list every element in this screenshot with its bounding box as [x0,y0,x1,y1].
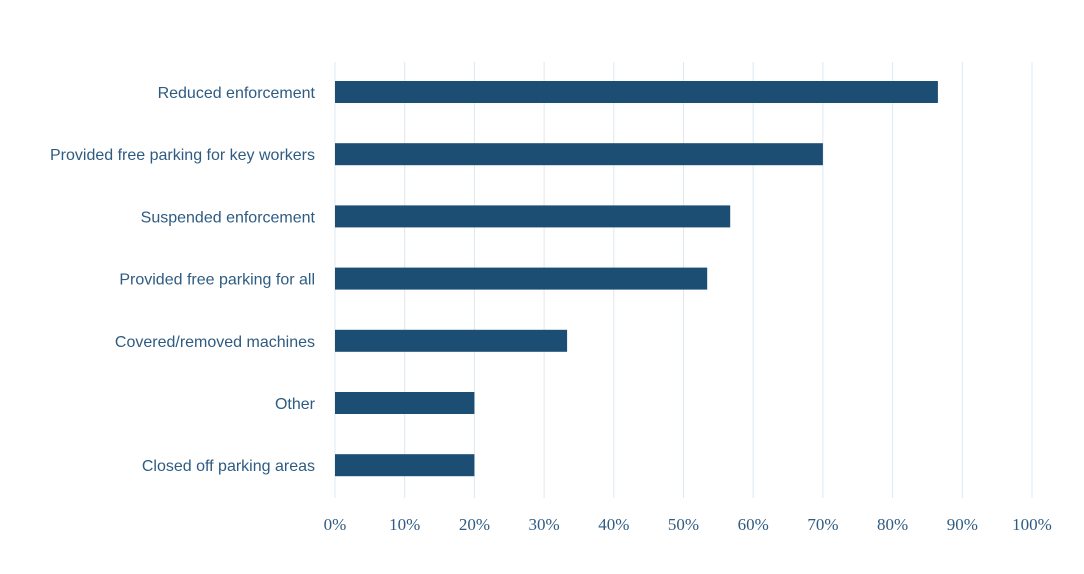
category-label-layer: Reduced enforcement Provided free parking… [50,85,316,475]
x-tick-label-6: 60% [738,515,769,534]
category-label-0: Reduced enforcement [158,85,316,102]
bar-1 [335,143,823,166]
x-tick-label-3: 30% [529,515,560,534]
bar-2 [335,205,731,228]
x-tick-label-7: 70% [807,515,838,534]
bar-5 [335,392,475,414]
bar-3 [335,267,708,290]
x-tick-label-layer: 0% 10% 20% 30% 40% 50% 60% 70% 80% 90% 100% [324,515,1052,534]
x-tick-label-5: 50% [668,515,699,534]
x-tick-label-9: 90% [947,515,978,534]
category-label-2: Suspended enforcement [141,209,316,226]
category-label-5: Other [275,396,316,413]
x-tick-label-8: 80% [877,515,908,534]
bar-0 [335,81,938,103]
bar-6 [335,454,475,477]
x-tick-label-2: 20% [459,515,490,534]
x-tick-label-10: 100% [1012,515,1052,534]
category-label-4: Covered/removed machines [115,334,315,351]
category-label-3: Provided free parking for all [119,272,315,289]
x-tick-label-0: 0% [324,515,347,534]
category-label-6: Closed off parking areas [142,458,315,475]
bar-layer [335,81,938,477]
bar-4 [335,329,568,352]
category-label-1: Provided free parking for key workers [50,147,315,164]
x-tick-label-4: 40% [598,515,629,534]
x-tick-label-1: 10% [389,515,420,534]
